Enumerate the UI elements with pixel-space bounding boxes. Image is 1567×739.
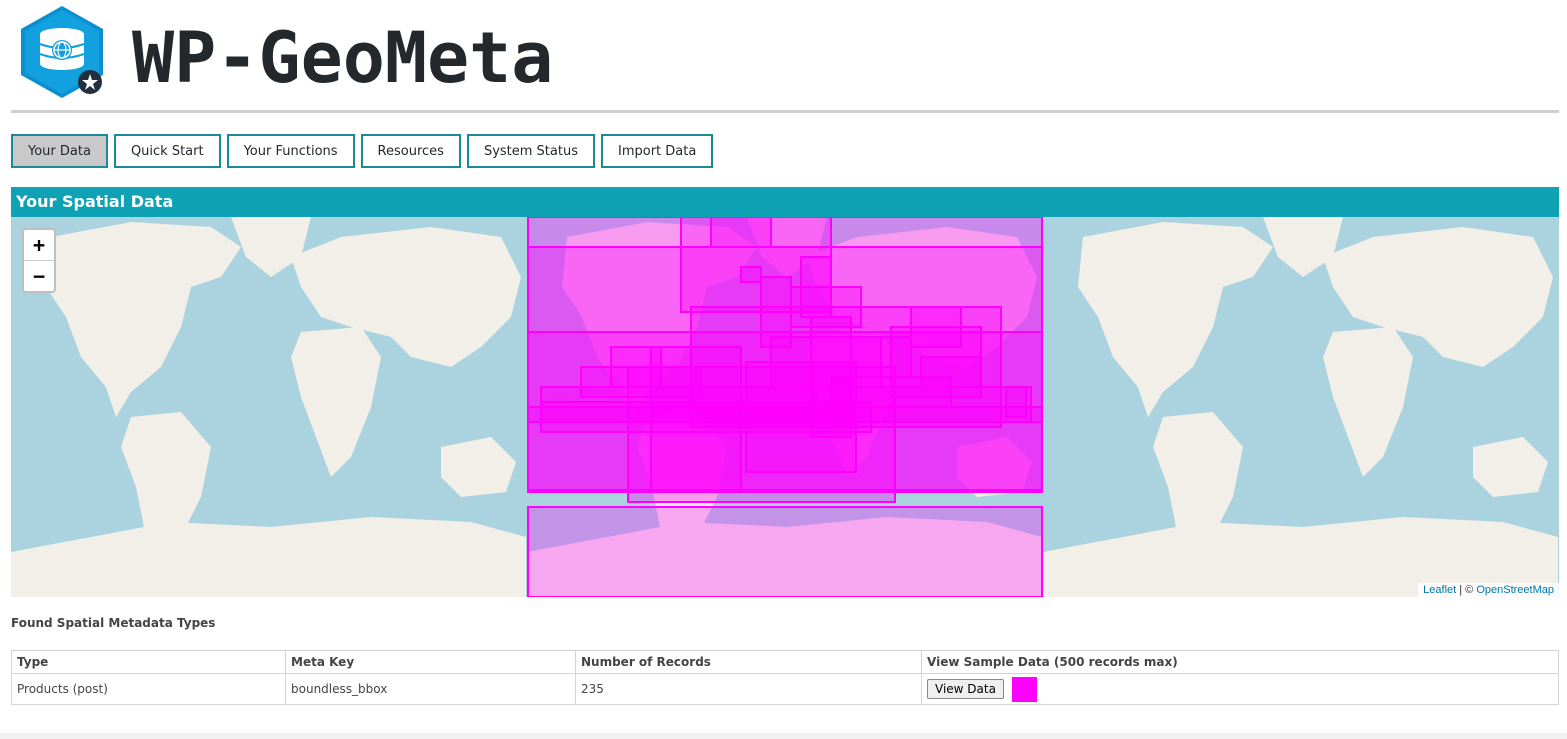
- leaflet-link[interactable]: Leaflet: [1423, 584, 1457, 596]
- view-data-button[interactable]: View Data: [927, 679, 1004, 699]
- metadata-table: Type Meta Key Number of Records View Sam…: [11, 650, 1559, 705]
- tab-bar: Your Data Quick Start Your Functions Res…: [11, 134, 714, 168]
- map-attribution: Leaflet | © OpenStreetMap: [1418, 583, 1559, 597]
- map-tiles: [11, 217, 1558, 597]
- zoom-out-button[interactable]: −: [24, 260, 54, 291]
- cell-meta-key: boundless_bbox: [285, 673, 576, 705]
- table-header-row: Type Meta Key Number of Records View Sam…: [11, 650, 1559, 674]
- column-header-meta-key: Meta Key: [285, 650, 576, 674]
- header-divider: [11, 110, 1559, 113]
- cell-records: 235: [575, 673, 922, 705]
- found-heading: Found Spatial Metadata Types: [11, 616, 216, 630]
- tab-your-functions[interactable]: Your Functions: [226, 134, 355, 168]
- panel-title: Your Spatial Data: [11, 187, 1559, 217]
- wp-geometa-logo-icon: [21, 6, 103, 98]
- tab-your-data[interactable]: Your Data: [11, 134, 108, 168]
- table-row: Products (post) boundless_bbox 235 View …: [11, 673, 1559, 705]
- openstreetmap-link[interactable]: OpenStreetMap: [1476, 584, 1554, 596]
- attribution-separator: | ©: [1456, 584, 1477, 596]
- tab-system-status[interactable]: System Status: [466, 134, 595, 168]
- zoom-in-button[interactable]: +: [32, 233, 46, 257]
- page-title: WP-GeoMeta: [132, 17, 554, 99]
- layer-color-swatch: [1011, 676, 1037, 702]
- tab-import-data[interactable]: Import Data: [600, 134, 714, 168]
- map-view[interactable]: + − Leaflet | © OpenStreetMap: [11, 217, 1559, 597]
- column-header-type: Type: [11, 650, 286, 674]
- zoom-control: + −: [22, 228, 56, 293]
- tab-quick-start[interactable]: Quick Start: [113, 134, 221, 168]
- cell-type: Products (post): [11, 673, 286, 705]
- cell-sample-data: View Data: [921, 673, 1559, 705]
- column-header-records: Number of Records: [575, 650, 922, 674]
- column-header-sample-data: View Sample Data (500 records max): [921, 650, 1559, 674]
- tab-resources[interactable]: Resources: [360, 134, 461, 168]
- bbox-overlay: [527, 217, 1043, 597]
